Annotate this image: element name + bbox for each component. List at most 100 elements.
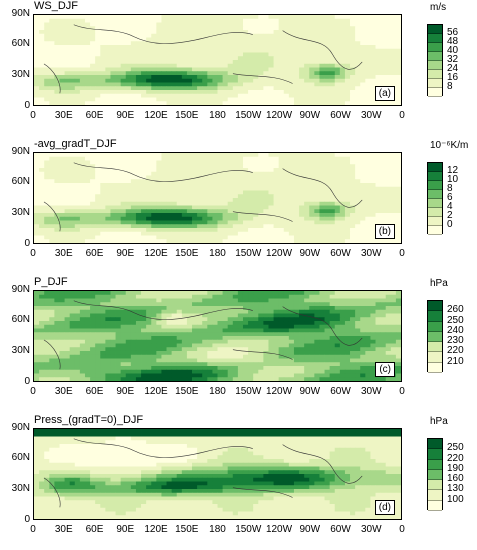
contour-cell: [79, 347, 86, 352]
contour-cell: [176, 186, 183, 191]
contour-cell: [309, 347, 315, 352]
contour-cell: [232, 350, 239, 356]
contour-cell: [69, 324, 76, 329]
contour-cell: [385, 317, 392, 322]
contour-cell: [242, 179, 249, 184]
contour-cell: [365, 90, 371, 95]
contour-cell: [217, 15, 224, 20]
contour-cell: [95, 336, 101, 341]
contour-cell: [248, 63, 254, 68]
contour-cell: [344, 302, 351, 307]
contour-cell: [283, 82, 290, 87]
contour-cell: [105, 22, 111, 27]
contour-cell: [95, 309, 101, 314]
contour-cell: [268, 362, 274, 367]
contour-cell: [350, 309, 356, 314]
contour-cell: [125, 167, 132, 173]
contour-cell: [375, 56, 382, 61]
contour-cell: [212, 18, 218, 23]
contour-cell: [248, 56, 254, 61]
contour-cell: [293, 347, 300, 352]
contour-cell: [74, 198, 81, 203]
contour-cell: [253, 194, 259, 199]
contour-cell: [390, 48, 397, 53]
contour-cell: [115, 15, 122, 20]
contour-cell: [365, 332, 371, 337]
contour-cell: [120, 231, 127, 236]
contour-cell: [64, 29, 71, 35]
contour-cell: [135, 164, 142, 169]
contour-cell: [237, 209, 244, 214]
contour-cell: [319, 93, 325, 98]
contour-cell: [324, 309, 331, 314]
contour-cell: [181, 167, 188, 173]
contour-cell: [161, 294, 167, 299]
contour-cell: [350, 15, 356, 20]
contour-cell: [217, 302, 224, 307]
contour-cell: [324, 52, 331, 57]
contour-cell: [181, 78, 188, 83]
colorbar-tick-label: 48: [447, 36, 459, 47]
contour-cell: [146, 190, 152, 195]
contour-cell: [304, 78, 310, 83]
contour-cell: [39, 179, 45, 184]
contour-cell: [314, 358, 320, 363]
contour-cell: [319, 183, 325, 188]
contour-cell: [34, 239, 40, 243]
contour-cell: [64, 216, 71, 221]
contour-cell: [186, 239, 193, 243]
contour-cell: [100, 194, 106, 199]
contour-cell: [293, 294, 300, 299]
contour-cell: [161, 231, 167, 236]
contour-cell: [130, 317, 137, 322]
contour-cell: [268, 328, 274, 333]
contour-cell: [314, 239, 320, 243]
contour-cell: [186, 350, 193, 356]
contour-cell: [59, 224, 65, 229]
contour-cell: [39, 22, 45, 27]
contour-cell: [197, 56, 203, 61]
contour-cell: [59, 26, 65, 31]
contour-cell: [130, 235, 137, 240]
contour-cell: [130, 291, 137, 296]
contour-cell: [344, 343, 351, 348]
contour-cell: [355, 239, 361, 243]
contour-cell: [202, 26, 208, 31]
contour-cell: [74, 317, 81, 322]
contour-cell: [334, 194, 341, 199]
contour-cell: [161, 212, 167, 218]
contour-cell: [375, 186, 382, 191]
contour-cell: [49, 231, 55, 236]
contour-cell: [273, 354, 280, 359]
contour-cell: [299, 33, 305, 38]
contour-cell: [253, 224, 259, 229]
contour-cell: [151, 60, 157, 65]
contour-cell: [217, 186, 224, 191]
contour-cell: [135, 71, 142, 76]
contour-cell: [222, 343, 229, 348]
contour-cell: [64, 74, 71, 80]
contour-cell: [365, 216, 371, 221]
contour-cell: [207, 332, 213, 337]
contour-cell: [273, 205, 280, 210]
contour-cell: [74, 194, 81, 199]
contour-cell: [197, 71, 203, 76]
panel: WS_DJF (a) m/s 56 48 40 32 24 16 8 90N 60N 30N 0 …: [0, 0, 477, 136]
contour-cell: [263, 175, 269, 180]
contour-cell: [69, 339, 76, 344]
contour-cell: [263, 45, 269, 50]
contour-cell: [319, 78, 325, 83]
contour-cell: [248, 153, 254, 158]
contour-cell: [146, 328, 152, 333]
contour-cell: [130, 48, 137, 53]
contour-cell: [54, 60, 60, 65]
contour-cell: [365, 358, 371, 363]
contour-cell: [263, 71, 269, 76]
contour-cell: [207, 33, 213, 38]
contour-cell: [253, 93, 259, 98]
contour-cell: [110, 171, 116, 176]
contour-cell: [125, 153, 132, 158]
contour-cell: [258, 205, 264, 210]
contour-cell: [64, 235, 71, 240]
contour-cell: [273, 97, 280, 102]
